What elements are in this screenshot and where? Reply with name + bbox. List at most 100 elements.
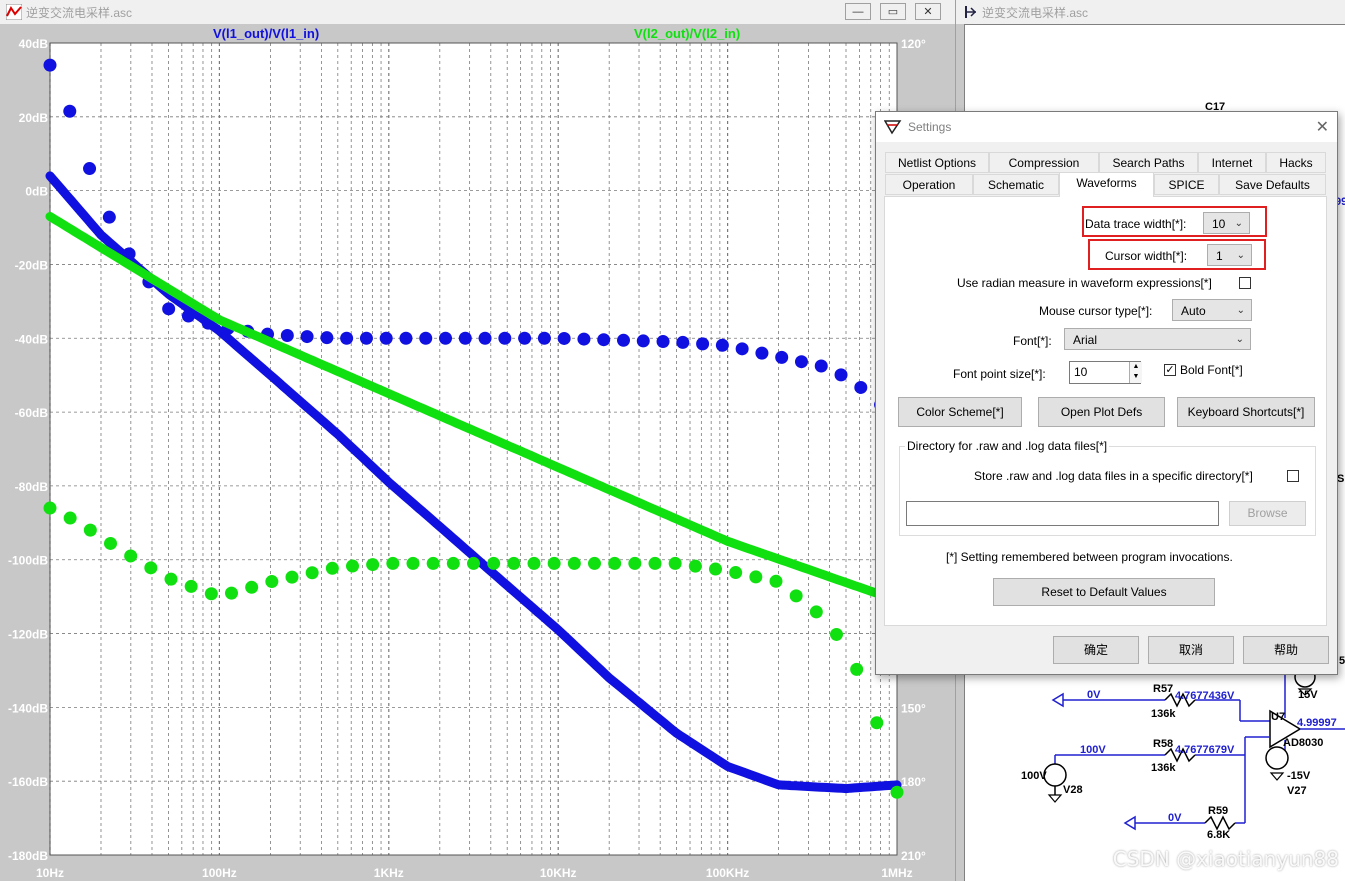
phase-point [755, 346, 769, 360]
font-size-spinner[interactable]: ▲ ▼ [1129, 362, 1142, 383]
waveforms-panel: Data trace width[*]: 10 ⌄ Cursor width[*]… [884, 196, 1327, 626]
phase-point [537, 331, 551, 345]
reset-defaults-button[interactable]: Reset to Default Values [993, 578, 1215, 606]
help-button[interactable]: 帮助 [1243, 636, 1329, 664]
phase-point [715, 338, 729, 352]
phase-point [204, 587, 218, 601]
tab-search-paths[interactable]: Search Paths [1099, 152, 1198, 173]
ltspice-icon [884, 120, 902, 135]
tab-compression[interactable]: Compression [989, 152, 1099, 173]
settings-dialog-titlebar[interactable]: Settings ✕ [876, 112, 1337, 142]
y-tick-label: -160dB [8, 775, 48, 789]
phase-point [399, 331, 413, 345]
schem-label-n1: 4.7677436V [1175, 690, 1235, 702]
x-tick-label: 10Hz [36, 866, 64, 880]
mouse-cursor-select[interactable]: Auto ⌄ [1172, 299, 1252, 321]
schem-label-r59: R59 [1208, 805, 1229, 817]
open-plot-defs-button[interactable]: Open Plot Defs [1038, 397, 1165, 427]
schem-label-v100: 100V [1080, 744, 1106, 756]
tab-operation[interactable]: Operation [885, 174, 973, 195]
plot-area[interactable]: 40dB 20dB 0dB -20dB -40dB -60dB -80dB -100dB -12… [0, 24, 955, 881]
phase-point [597, 333, 611, 347]
settings-dialog: Settings ✕ Netlist Options Compression S… [875, 111, 1338, 675]
radian-measure-checkbox[interactable] [1239, 277, 1251, 289]
plot-window-titlebar[interactable]: 逆变交流电采样.asc — ▭ ✕ [0, 0, 955, 24]
phase-point [636, 334, 650, 348]
color-scheme-button[interactable]: Color Scheme[*] [898, 397, 1022, 427]
browse-button[interactable]: Browse [1229, 501, 1306, 526]
y-tick-label: -40dB [15, 332, 49, 346]
phase-point [608, 556, 622, 570]
store-directory-checkbox[interactable] [1287, 470, 1299, 482]
schem-label-v28: V28 [1063, 784, 1083, 796]
cursor-width-label: Cursor width[*]: [1105, 249, 1188, 263]
tab-schematic[interactable]: Schematic [973, 174, 1059, 195]
tab-waveforms[interactable]: Waveforms [1059, 172, 1154, 197]
y-tick-label: 40dB [19, 37, 49, 51]
schem-label-c17: C17 [1205, 101, 1226, 113]
schem-label-r59v: 6.8K [1207, 829, 1231, 841]
phase-point [83, 162, 97, 176]
phase-point [688, 559, 702, 573]
font-size-input[interactable]: 10 [1069, 361, 1141, 384]
bold-font-checkbox[interactable]: ✓ [1164, 364, 1176, 376]
radian-measure-label: Use radian measure in waveform expressio… [957, 276, 1212, 290]
phase-tick-label: 210° [901, 849, 926, 863]
phase-point [668, 556, 682, 570]
phase-point [648, 556, 662, 570]
cancel-button[interactable]: 取消 [1148, 636, 1234, 664]
cursor-width-select[interactable]: 1 ⌄ [1207, 244, 1252, 266]
tab-spice[interactable]: SPICE [1154, 174, 1219, 195]
schem-label-r57: R57 [1153, 683, 1174, 695]
schem-label-n2: 4.99997 [1297, 717, 1337, 729]
phase-point [676, 335, 690, 349]
phase-point [749, 570, 763, 584]
trace1-label[interactable]: V(l1_out)/V(l1_in) [213, 26, 320, 41]
schematic-window-titlebar[interactable]: 逆变交流电采样.asc [956, 0, 1345, 24]
phase-point [458, 331, 472, 345]
font-label: Font[*]: [1013, 334, 1052, 348]
tab-netlist-options[interactable]: Netlist Options [885, 152, 989, 173]
phase-point [628, 556, 642, 570]
highlight-box [1088, 239, 1266, 270]
phase-point [419, 331, 433, 345]
dialog-close-icon[interactable]: ✕ [1315, 119, 1329, 136]
chevron-down-icon: ⌄ [1235, 334, 1244, 345]
tab-hacks[interactable]: Hacks [1266, 152, 1326, 173]
y-tick-label: -20dB [15, 258, 49, 272]
settings-dialog-title: Settings [908, 120, 952, 134]
phase-point [325, 561, 339, 575]
plot-window: 逆变交流电采样.asc — ▭ ✕ 40dB 20dB 0dB -20dB -40dB -… [0, 0, 956, 881]
trace2-label[interactable]: V(l2_out)/V(l2_in) [634, 26, 741, 41]
phase-point [830, 627, 843, 641]
phase-point [83, 523, 97, 537]
tab-save-defaults[interactable]: Save Defaults [1219, 174, 1326, 195]
phase-point [63, 104, 77, 118]
restore-button[interactable]: ▭ [880, 3, 906, 20]
phase-point [366, 558, 380, 572]
phase-point [300, 330, 314, 344]
watermark: CSDN @xiaotianyun88 [1112, 847, 1339, 871]
font-select[interactable]: Arial ⌄ [1064, 328, 1251, 350]
phase-point [124, 549, 138, 563]
bode-plot[interactable]: 40dB 20dB 0dB -20dB -40dB -60dB -80dB -100dB -12… [0, 24, 955, 881]
directory-path-input[interactable] [906, 501, 1219, 526]
phase-point [794, 355, 808, 369]
tab-internet[interactable]: Internet [1198, 152, 1266, 173]
x-tick-label: 10KHz [540, 866, 577, 880]
schem-label-u7: U7 [1271, 711, 1286, 723]
keyboard-shortcuts-button[interactable]: Keyboard Shortcuts[*] [1177, 397, 1315, 427]
schematic-wires [1043, 666, 1345, 831]
schem-label-n3: 4.7677679V [1175, 744, 1235, 756]
x-tick-label: 100Hz [202, 866, 237, 880]
y-tick-label: 20dB [19, 111, 49, 125]
phase-point [735, 342, 749, 356]
data-trace-width-select[interactable]: 10 ⌄ [1203, 212, 1250, 234]
ok-button[interactable]: 确定 [1053, 636, 1139, 664]
phase-point [547, 556, 561, 570]
minimize-button[interactable]: — [845, 3, 871, 20]
phase-point [577, 332, 591, 346]
close-button[interactable]: ✕ [915, 3, 941, 20]
phase-point [305, 566, 319, 580]
phase-point [557, 331, 571, 345]
